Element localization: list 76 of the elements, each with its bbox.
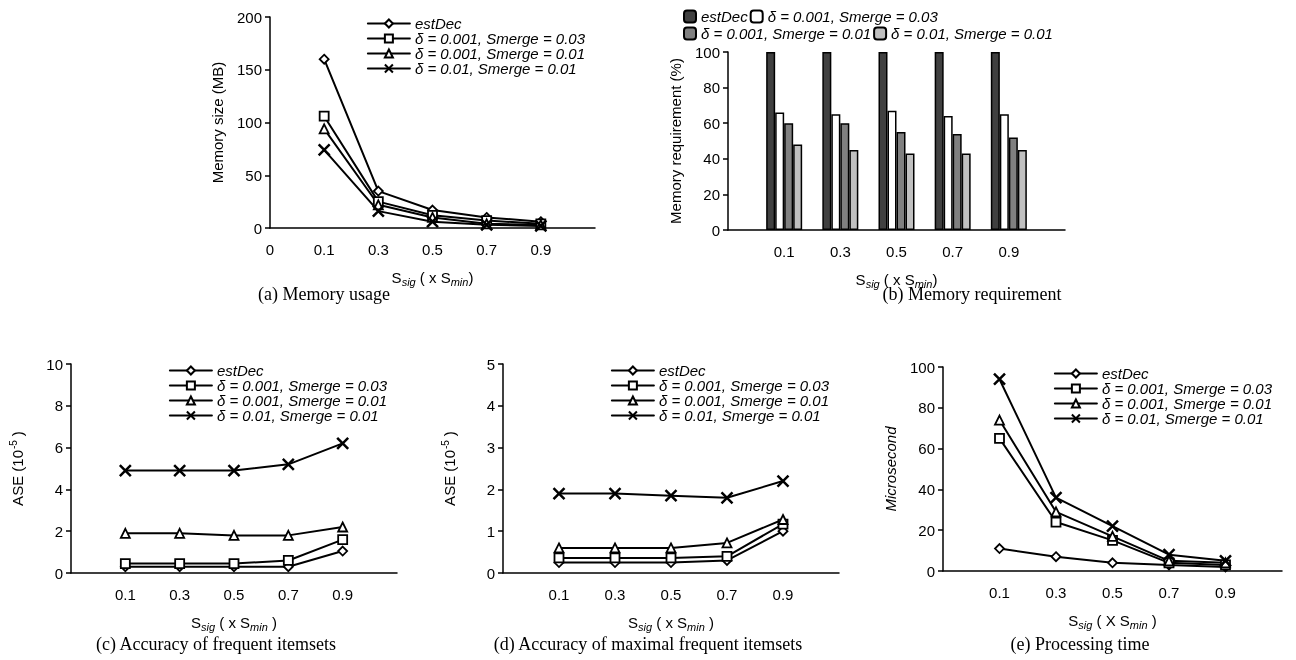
y-tick-label: 4	[486, 397, 495, 415]
y-tick-label: 60	[918, 440, 935, 458]
x-tick-label: 0.1	[548, 586, 570, 603]
legend-label: estDec	[414, 15, 463, 32]
x-tick-label: 0.1	[313, 241, 335, 258]
x-tick-label: 0.5	[422, 241, 443, 258]
y-axis-title: Microsecond	[882, 425, 899, 512]
y-tick-label: 100	[694, 43, 720, 61]
x-tick-label: 0.1	[773, 243, 795, 260]
y-tick-label: 6	[54, 439, 63, 457]
legend-label: δ = 0.001, Smerge = 0.03	[1101, 380, 1273, 397]
x-tick-label: 0.3	[829, 243, 851, 260]
y-tick-label: 8	[54, 397, 63, 415]
x-tick-label: 0.7	[1158, 584, 1180, 601]
x-tick-label: 0.5	[886, 243, 907, 260]
legend-label: δ = 0.001, Smerge = 0.03	[767, 8, 939, 25]
legend-label: δ = 0.001, Smerge = 0.03	[658, 377, 830, 394]
y-tick-label: 4	[54, 480, 63, 498]
x-tick-label: 0.7	[277, 586, 299, 603]
x-tick-label: 0.3	[169, 586, 191, 603]
x-tick-label: 0.9	[332, 586, 354, 603]
x-tick-label: 0.1	[114, 586, 136, 603]
x-tick-label: 0.1	[989, 584, 1010, 601]
y-tick-label: 150	[236, 61, 262, 79]
x-tick-label: 0.5	[223, 586, 245, 603]
y-tick-label: 5	[486, 355, 495, 373]
y-tick-label: 80	[918, 399, 935, 417]
x-tick-label: 0.5	[1102, 584, 1123, 601]
x-tick-label: 0.9	[1215, 584, 1236, 601]
x-tick-label: 0.7	[942, 243, 964, 260]
x-tick-label: 0	[265, 241, 275, 258]
y-axis-title: ASE (10-5)	[7, 431, 26, 506]
y-axis-title: Memory size (MB)	[209, 61, 226, 184]
x-tick-label: 0.5	[660, 586, 682, 603]
y-tick-label: 10	[46, 355, 63, 373]
y-tick-label: 0	[926, 562, 935, 580]
y-tick-label: 40	[703, 150, 720, 168]
legend-label: δ = 0.01, Smerge = 0.01	[891, 25, 1053, 42]
y-tick-label: 100	[236, 114, 262, 131]
x-tick-label: 0.7	[716, 586, 738, 603]
text: (e) Processing time	[1010, 634, 1150, 655]
y-tick-label: 3	[486, 439, 495, 457]
y-tick-label: 80	[703, 79, 720, 97]
text: (a) Memory usage	[258, 284, 390, 305]
legend-label: δ = 0.001, Smerge = 0.03	[414, 30, 586, 47]
y-tick-label: 0	[54, 564, 63, 582]
y-tick-label: 0	[486, 564, 495, 582]
legend-label: estDec	[658, 362, 707, 379]
y-tick-label: 1	[486, 522, 495, 540]
legend-label: δ = 0.001, Smerge = 0.03	[216, 377, 388, 394]
y-axis-title: ASE (10-5)	[439, 431, 458, 506]
y-tick-label: 60	[703, 114, 720, 132]
y-tick-label: 0	[711, 221, 720, 239]
x-tick-label: 0.9	[772, 586, 794, 603]
y-tick-label: 2	[486, 480, 495, 498]
y-tick-label: 2	[54, 522, 63, 540]
y-tick-label: 40	[918, 480, 935, 498]
legend-label: estDec	[1101, 365, 1150, 382]
x-tick-label: 0.3	[1045, 584, 1067, 601]
y-tick-label: 100	[909, 358, 935, 376]
x-tick-label: 0.9	[998, 243, 1020, 260]
legend-label: δ = 0.001, Smerge = 0.01	[701, 25, 872, 42]
text: (c) Accuracy of frequent itemsets	[96, 634, 336, 655]
y-tick-label: 50	[245, 166, 262, 184]
y-tick-label: 20	[703, 185, 720, 203]
y-axis-title: Memory requirement (%)	[667, 58, 684, 224]
x-tick-label: 0.9	[530, 241, 552, 258]
x-tick-label: 0.3	[604, 586, 626, 603]
y-tick-label: 200	[236, 8, 262, 26]
legend-label: estDec	[216, 362, 265, 379]
text: (d) Accuracy of maximal frequent itemsets	[493, 634, 803, 655]
y-tick-label: 20	[918, 521, 935, 539]
legend-label: estDec	[701, 8, 749, 25]
x-tick-label: 0.3	[367, 241, 389, 258]
x-tick-label: 0.7	[476, 241, 498, 258]
y-tick-label: 0	[253, 219, 262, 237]
